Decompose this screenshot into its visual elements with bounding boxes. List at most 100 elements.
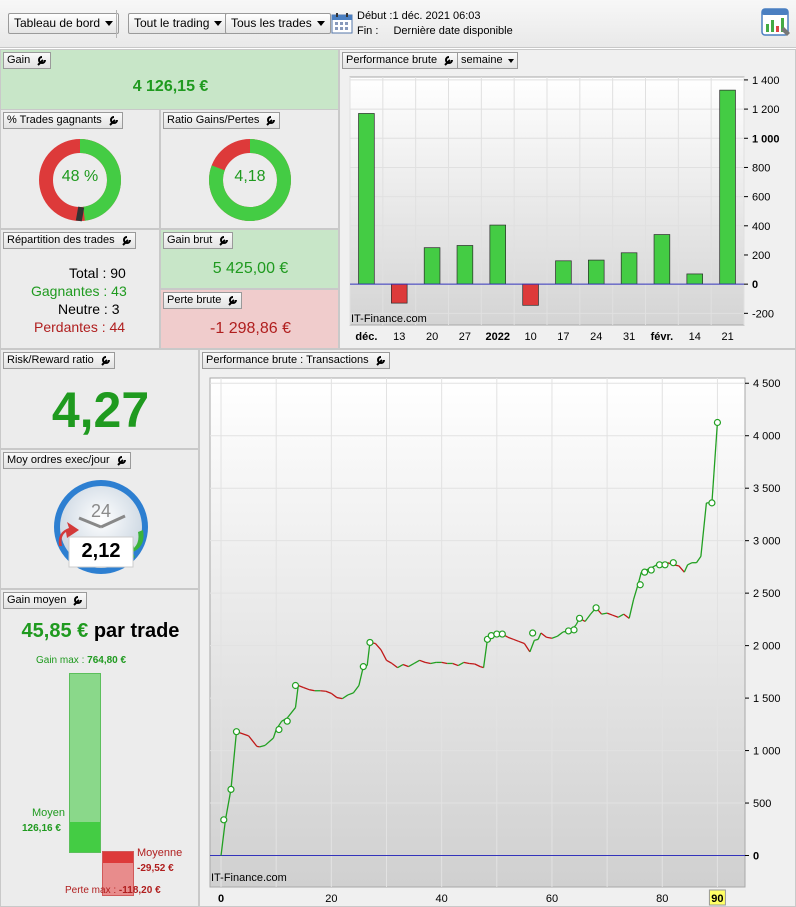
bar[interactable] xyxy=(391,283,408,304)
mean-loss-bar xyxy=(103,852,133,863)
avg-gain-title[interactable]: Gain moyen xyxy=(3,592,88,609)
winners-value: 43 xyxy=(111,283,127,299)
distribution-title[interactable]: Répartition des trades xyxy=(3,232,136,249)
trading-filter-dropdown[interactable]: Tout le trading xyxy=(128,13,229,34)
bar[interactable] xyxy=(719,89,736,285)
trade-marker[interactable] xyxy=(575,614,584,622)
trade-marker[interactable] xyxy=(291,681,300,690)
avg-gain-suffix: par trade xyxy=(93,620,180,642)
trade-marker[interactable] xyxy=(713,418,722,427)
x-tick-label: 2022 xyxy=(486,331,510,343)
wrench-icon[interactable] xyxy=(99,354,112,367)
wrench-icon[interactable] xyxy=(71,594,84,607)
gross-gain-title[interactable]: Gain brut xyxy=(163,232,234,249)
gross-loss-value: -1 298,86 € xyxy=(210,320,291,337)
ratio-title[interactable]: Ratio Gains/Pertes xyxy=(163,112,281,129)
x-tick-label: 80 xyxy=(656,893,668,905)
trade-marker[interactable] xyxy=(220,816,228,824)
distribution-panel: Répartition des trades Total : 90 Gagnan… xyxy=(0,229,160,349)
trade-marker[interactable] xyxy=(529,629,537,637)
equity-segment xyxy=(507,636,514,640)
avg-gain-bar xyxy=(70,822,100,852)
gross-loss-title[interactable]: Perte brute xyxy=(163,292,243,309)
bar[interactable] xyxy=(620,252,638,285)
wrench-icon[interactable] xyxy=(35,54,48,67)
equity-segment xyxy=(259,744,266,748)
report-chart-icon[interactable] xyxy=(761,8,791,40)
period-dropdown[interactable]: semaine xyxy=(457,52,518,69)
y-tick-label: 200 xyxy=(752,250,770,262)
trade-marker[interactable] xyxy=(570,626,578,634)
trades-filter-dropdown[interactable]: Tous les trades xyxy=(225,13,331,34)
x-tick-label: 13 xyxy=(393,331,405,343)
trade-marker[interactable] xyxy=(359,663,367,671)
mean-label: Moyenne xyxy=(137,847,183,859)
transactions-title[interactable]: Performance brute : Transactions xyxy=(202,352,390,369)
gain-panel: Gain 4 126,15 € xyxy=(0,49,339,110)
chevron-down-icon xyxy=(214,21,223,26)
wrench-icon[interactable] xyxy=(217,234,230,247)
bar[interactable] xyxy=(522,283,539,306)
trade-marker[interactable] xyxy=(669,559,677,567)
equity-segment xyxy=(518,640,525,645)
wrench-icon[interactable] xyxy=(107,114,120,127)
bar[interactable] xyxy=(456,245,474,285)
bar[interactable] xyxy=(358,113,375,285)
wrench-icon[interactable] xyxy=(120,234,133,247)
trade-marker[interactable] xyxy=(227,785,235,793)
wrench-icon[interactable] xyxy=(374,354,387,367)
trade-marker[interactable] xyxy=(641,568,649,576)
trade-marker[interactable] xyxy=(592,604,600,612)
gain-title-label: Gain xyxy=(7,54,31,66)
weekly-performance-title-label: Performance brute xyxy=(346,54,438,66)
trade-marker[interactable] xyxy=(366,638,374,647)
dashboard-dropdown[interactable]: Tableau de bord xyxy=(8,13,120,34)
wrench-icon[interactable] xyxy=(442,54,455,67)
equity-segment xyxy=(529,640,535,653)
distribution-title-label: Répartition des trades xyxy=(7,234,115,246)
trade-marker[interactable] xyxy=(647,566,655,574)
avg-gain-title-label: Gain moyen xyxy=(7,594,67,606)
trade-marker[interactable] xyxy=(498,630,506,638)
dashboard-dropdown-label: Tableau de bord xyxy=(14,16,101,30)
x-tick-label: 27 xyxy=(459,331,471,343)
x-tick-label: 60 xyxy=(546,893,558,905)
y-tick-label: 400 xyxy=(752,221,770,233)
bar[interactable] xyxy=(653,234,671,285)
trade-marker[interactable] xyxy=(283,717,291,725)
equity-segment xyxy=(336,696,343,700)
bar[interactable] xyxy=(686,273,703,285)
equity-segment xyxy=(700,502,708,557)
x-tick-label: 31 xyxy=(623,331,635,343)
bar[interactable] xyxy=(423,247,441,285)
calendar-icon[interactable] xyxy=(331,12,353,34)
wrench-icon[interactable] xyxy=(226,294,239,307)
y-tick-label: 2 000 xyxy=(753,641,781,653)
gross-gain-title-label: Gain brut xyxy=(167,234,213,246)
orders-per-day-panel: Moy ordres exec/jour 24 2,12 xyxy=(0,449,199,589)
wrench-icon[interactable] xyxy=(115,454,128,467)
start-date: Début :1 déc. 2021 06:03 xyxy=(357,10,481,22)
equity-segment xyxy=(391,662,398,669)
winning-trades-title[interactable]: % Trades gagnants xyxy=(3,112,123,129)
bar[interactable] xyxy=(489,224,506,285)
trade-marker[interactable] xyxy=(636,581,644,589)
equity-segment xyxy=(303,686,310,691)
trade-marker[interactable] xyxy=(661,561,669,569)
bar[interactable] xyxy=(555,260,572,285)
weekly-performance-title[interactable]: Performance brute xyxy=(342,52,459,69)
gross-gain-panel: Gain brut 5 425,00 € xyxy=(160,229,339,289)
orders-per-day-title[interactable]: Moy ordres exec/jour xyxy=(3,452,131,469)
risk-reward-value: 4,27 xyxy=(51,382,150,438)
gain-title[interactable]: Gain xyxy=(3,52,52,69)
trade-marker[interactable] xyxy=(708,499,716,507)
bar[interactable] xyxy=(588,259,605,285)
equity-segment xyxy=(469,662,475,665)
trade-marker[interactable] xyxy=(232,728,241,736)
trade-marker[interactable] xyxy=(275,725,283,734)
wrench-icon[interactable] xyxy=(264,114,277,127)
y-tick-label: 4 500 xyxy=(753,378,781,390)
equity-segment xyxy=(623,613,630,619)
risk-reward-title[interactable]: Risk/Reward ratio xyxy=(3,352,115,369)
y-tick-label: 3 500 xyxy=(753,483,781,495)
